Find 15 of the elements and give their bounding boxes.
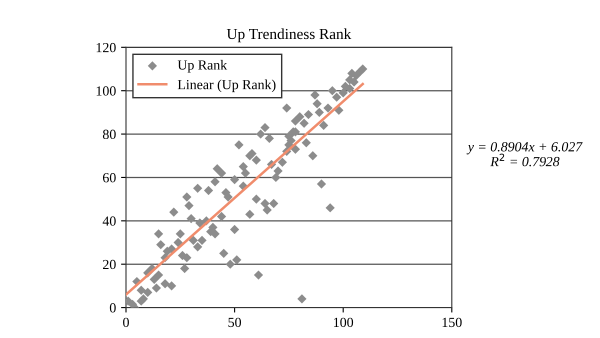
y-tick-label: 40 <box>102 216 116 226</box>
x-tick-label: 150 <box>442 318 462 328</box>
y-tick-label: 20 <box>103 260 116 270</box>
x-tick-label: 0 <box>123 318 129 328</box>
text: y = 0.8904x + 6.027 R$^{2}$ = 0.7928 <box>466 142 583 166</box>
chart-title: Up Trendiness Rank <box>226 28 352 42</box>
y-tick-label: 0 <box>110 303 116 313</box>
y-tick-label: 100 <box>96 86 116 96</box>
x-tick-label: 100 <box>334 318 354 328</box>
y-tick-label: 60 <box>102 173 116 182</box>
x-tick-label: 50 <box>228 318 242 328</box>
legend-label: Up Rank <box>178 60 228 72</box>
legend-label: Linear (Up Rank) <box>178 80 276 92</box>
y-tick-label: 80 <box>102 130 116 140</box>
y-tick-label: 120 <box>96 42 116 52</box>
